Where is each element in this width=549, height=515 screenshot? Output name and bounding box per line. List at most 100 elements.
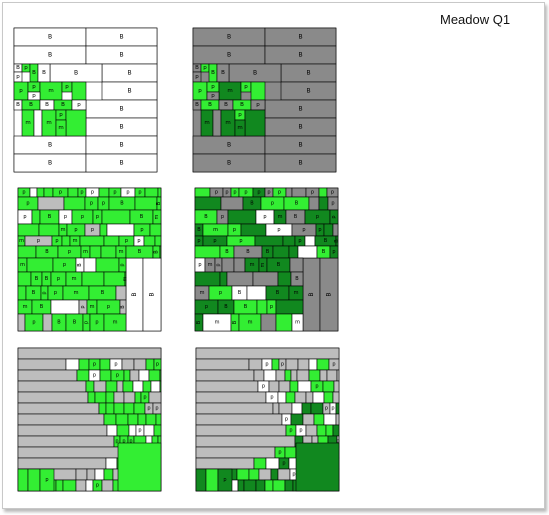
treemap-cell <box>17 402 100 415</box>
treemap-cell <box>123 369 131 382</box>
cell-label: B <box>119 52 123 59</box>
cell-label: p <box>197 238 200 244</box>
treemap-cell <box>123 402 135 415</box>
treemap-cell <box>37 196 65 211</box>
treemap-cell <box>133 358 147 371</box>
cell-label: B <box>77 263 83 267</box>
treemap-cell <box>289 257 304 273</box>
treemap-cell <box>89 245 102 259</box>
treemap-cell <box>291 402 303 415</box>
treemap-cell <box>195 347 340 360</box>
cell-label: B <box>295 276 299 282</box>
cell-label: m <box>25 120 30 126</box>
treemap-cell <box>275 313 293 332</box>
cell-label: B <box>204 214 208 220</box>
cell-label: B <box>253 70 257 77</box>
cell-label: p <box>213 238 216 244</box>
cell-label: m <box>61 227 66 233</box>
cell-label: p <box>120 263 126 266</box>
cell-label: p <box>278 450 281 456</box>
treemap-cell <box>289 380 299 393</box>
cell-label: B <box>221 70 225 76</box>
treemap-cell <box>294 391 307 404</box>
treemap-cell <box>323 391 334 404</box>
cell-label: p <box>277 227 280 233</box>
cell-label: p <box>219 290 222 296</box>
cell-label: B <box>29 102 33 108</box>
cell-label: p <box>32 93 36 99</box>
treemap-cell <box>275 369 286 382</box>
treemap-cell <box>265 457 280 470</box>
cell-label: m <box>294 290 299 296</box>
cell-label: m <box>215 320 220 326</box>
treemap-cell <box>237 479 245 492</box>
treemap-cell <box>195 391 267 404</box>
treemap-cell <box>76 369 90 382</box>
treemap-cell <box>332 424 340 437</box>
treemap-cell <box>290 413 304 426</box>
treemap-cell <box>42 313 53 332</box>
cell-label: p <box>278 190 281 196</box>
treemap-cell <box>258 468 272 481</box>
cell-label: m <box>113 320 118 326</box>
cell-label: p <box>32 320 35 326</box>
treemap-cell <box>75 479 87 492</box>
cell-label: B <box>308 292 315 296</box>
cell-label: p <box>316 214 319 220</box>
cell-label: p <box>140 227 143 233</box>
treemap-cell <box>236 468 250 481</box>
treemap-cell <box>17 468 29 492</box>
treemap-cell <box>155 413 162 426</box>
cell-label: p <box>221 214 224 220</box>
treemap-cell <box>17 313 26 332</box>
cell-label: B <box>45 249 49 255</box>
cell-label: B <box>246 249 250 255</box>
cell-label: m <box>278 214 283 220</box>
cell-label: B <box>45 276 49 282</box>
treemap-cell <box>312 391 325 404</box>
treemap-cell <box>62 479 77 492</box>
cell-label: B <box>298 52 302 59</box>
treemap-cell <box>93 380 107 393</box>
treemap-cell <box>302 413 315 426</box>
cell-label: p <box>238 112 242 118</box>
treemap-cell <box>116 424 130 437</box>
treemap-cell <box>195 424 287 437</box>
cell-label: p <box>114 362 117 368</box>
treemap-cell <box>94 468 105 481</box>
treemap-cell <box>195 380 259 393</box>
treemap-cell <box>99 369 112 382</box>
cell-label: p <box>233 190 236 196</box>
treemap-cell <box>284 369 292 382</box>
treemap-cell <box>305 391 314 404</box>
treemap-cell <box>83 257 97 273</box>
treemap-cell <box>217 468 233 492</box>
cell-label: p <box>22 190 25 196</box>
cell-label: B <box>306 70 310 77</box>
cell-label: p <box>113 190 116 196</box>
cell-label: p <box>233 227 236 233</box>
treemap-cell <box>277 271 292 287</box>
cell-label: m <box>58 125 63 131</box>
treemap-cell <box>105 457 118 470</box>
cell-label: p <box>211 84 215 90</box>
cell-label: B <box>294 214 298 220</box>
cell-label: B <box>149 292 156 296</box>
treemap-cell <box>285 391 296 404</box>
treemap-cell <box>282 235 296 247</box>
treemap-cell <box>253 369 265 382</box>
treemap-cell <box>333 380 340 393</box>
treemap-cell <box>144 187 159 198</box>
cell-label: p <box>96 483 99 489</box>
cell-label: p <box>336 439 339 445</box>
cell-label: m <box>74 290 79 296</box>
cell-label: p <box>289 428 292 434</box>
treemap-cell <box>233 257 246 273</box>
treemap-cell <box>326 369 338 382</box>
cell-label: p <box>211 93 215 99</box>
cell-label: B <box>276 290 280 296</box>
treemap-cell <box>285 187 293 198</box>
